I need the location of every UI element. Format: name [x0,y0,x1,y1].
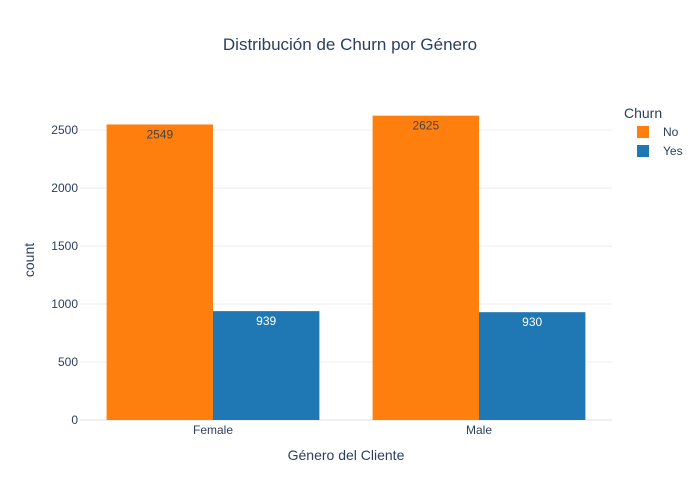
bars: 2549 939 2625 930 [106,115,586,421]
bar-value-label: 2625 [412,119,439,133]
y-tick-label: 0 [71,413,78,427]
bar-no-male [372,115,479,421]
legend-swatch-yes [637,145,649,157]
y-axis-title: count [21,243,37,277]
bar-value-label: 939 [256,314,276,328]
x-tick-label: Female [193,423,233,437]
x-axis-title: Género del Cliente [288,447,405,463]
legend-swatch-no [637,126,649,138]
y-tick-label: 2000 [51,181,78,195]
y-tick-label: 500 [58,355,78,369]
bar-yes-male [479,312,586,420]
x-axis-ticks: Female Male [193,423,492,437]
chart-title: Distribución de Churn por Género [223,35,477,54]
y-tick-label: 1500 [51,239,78,253]
legend-label-no: No [663,125,679,139]
x-tick-label: Male [466,423,492,437]
y-tick-label: 2500 [51,123,78,137]
y-tick-label: 1000 [51,297,78,311]
bar-yes-female [213,311,320,420]
legend-title: Churn [624,105,662,121]
legend: Churn No Yes [624,105,683,158]
bar-no-female [106,124,213,420]
bar-value-label: 2549 [146,127,173,141]
bar-value-label: 930 [522,315,542,329]
y-axis-ticks: 0 500 1000 1500 2000 2500 [51,123,78,427]
legend-label-yes: Yes [663,144,683,158]
